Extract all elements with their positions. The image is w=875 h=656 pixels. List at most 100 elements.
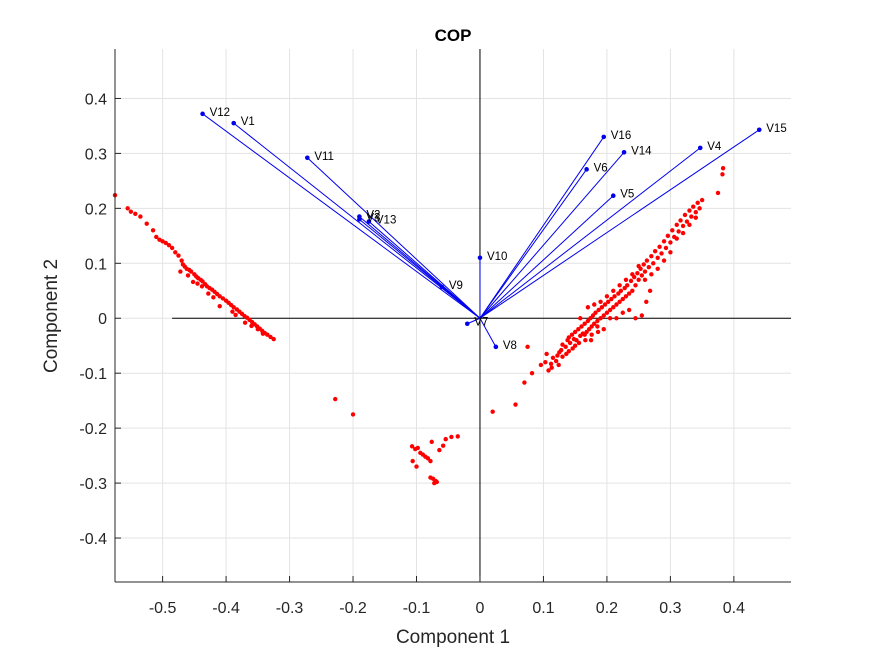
observation-point xyxy=(595,329,601,335)
observation-point xyxy=(614,302,619,307)
loading-vector-endpoint xyxy=(464,321,470,327)
observation-point xyxy=(649,272,654,277)
observation-point xyxy=(607,307,613,313)
loading-vector-label: V11 xyxy=(314,151,334,163)
observation-point xyxy=(548,361,554,367)
observation-point xyxy=(569,332,575,337)
observation-point xyxy=(585,305,591,310)
observation-point xyxy=(695,200,700,206)
x-tick-label: -0.5 xyxy=(149,600,177,617)
loading-vector-label: V2 xyxy=(366,210,380,222)
observation-point xyxy=(676,229,681,234)
observation-point xyxy=(563,344,568,350)
observation-point xyxy=(644,299,649,304)
observation-point xyxy=(188,269,194,274)
observation-point xyxy=(271,336,276,342)
observation-point xyxy=(543,360,548,365)
observation-point xyxy=(651,261,656,266)
observation-point xyxy=(410,458,415,464)
observation-point xyxy=(169,245,175,251)
observation-point xyxy=(601,327,606,332)
observation-point xyxy=(592,302,597,307)
x-tick-label: 0.2 xyxy=(596,600,618,617)
y-tick-label: -0.3 xyxy=(79,476,107,493)
observation-point xyxy=(661,239,667,244)
observation-point xyxy=(633,283,638,288)
loading-vector-label: V14 xyxy=(631,145,652,157)
observation-point xyxy=(623,294,629,299)
observation-point xyxy=(589,332,594,337)
observation-point xyxy=(642,269,648,274)
observation-point xyxy=(636,263,641,269)
observation-point xyxy=(333,396,338,402)
loading-vector-endpoint xyxy=(305,155,310,161)
observation-point xyxy=(659,251,664,256)
observation-point xyxy=(173,250,178,255)
loading-vector-endpoint xyxy=(621,150,627,155)
observation-point xyxy=(567,340,573,346)
observation-point xyxy=(605,299,611,304)
observation-point xyxy=(620,310,625,315)
observation-point xyxy=(437,447,442,453)
observation-point xyxy=(409,444,415,449)
observation-point xyxy=(125,206,130,211)
observation-point xyxy=(699,197,705,203)
observation-point xyxy=(588,338,594,343)
observation-point xyxy=(572,329,578,335)
observation-point xyxy=(598,316,603,321)
observation-point xyxy=(620,296,625,302)
observation-point xyxy=(178,269,183,274)
y-tick-label: -0.4 xyxy=(79,531,107,548)
observation-point xyxy=(179,258,184,263)
observation-point xyxy=(595,318,600,324)
loading-vector-label: V1 xyxy=(241,116,255,128)
observation-point xyxy=(674,222,679,228)
observation-point xyxy=(612,294,617,299)
loading-vector-endpoint xyxy=(493,344,499,350)
y-tick-label: 0.2 xyxy=(85,201,107,218)
observation-point xyxy=(578,316,583,321)
x-tick-label: 0.4 xyxy=(723,600,745,617)
loading-vector-label: V3 xyxy=(366,212,380,224)
observation-point xyxy=(579,324,584,329)
observation-point xyxy=(582,332,587,337)
loading-vector-endpoint xyxy=(601,134,607,140)
observation-point xyxy=(649,253,654,259)
observation-point xyxy=(668,250,673,255)
loading-vector-endpoint xyxy=(200,111,205,117)
y-tick-label: -0.2 xyxy=(79,421,107,438)
observation-point xyxy=(549,365,554,370)
observation-point xyxy=(265,332,270,337)
observation-point xyxy=(525,344,530,350)
observation-point xyxy=(185,273,191,278)
observation-point xyxy=(642,277,648,282)
loading-vector-endpoint xyxy=(357,217,362,222)
observation-point xyxy=(255,327,261,332)
observation-point xyxy=(644,258,650,263)
observation-point xyxy=(576,340,582,346)
observation-point xyxy=(350,412,356,417)
observation-point xyxy=(602,302,608,307)
observation-point xyxy=(687,208,692,213)
observation-point xyxy=(639,273,645,278)
observation-point xyxy=(163,240,168,246)
loading-vector-line xyxy=(479,169,588,319)
observation-point xyxy=(206,291,211,296)
observation-point xyxy=(630,288,635,293)
x-axis-title: Component 1 xyxy=(396,627,510,648)
observation-point xyxy=(720,172,725,177)
observation-point xyxy=(657,244,662,250)
observation-point xyxy=(599,305,605,310)
x-tick-label: -0.4 xyxy=(212,600,240,617)
observation-point xyxy=(687,222,692,228)
observation-point xyxy=(720,166,726,171)
chart-title: COP xyxy=(435,26,472,45)
observation-point xyxy=(646,264,652,270)
observation-point xyxy=(538,362,544,368)
observation-point xyxy=(689,214,694,219)
observation-point xyxy=(680,223,686,229)
loading-vector-line xyxy=(467,317,481,325)
observation-point xyxy=(217,294,222,299)
loading-vector-line xyxy=(479,195,614,319)
